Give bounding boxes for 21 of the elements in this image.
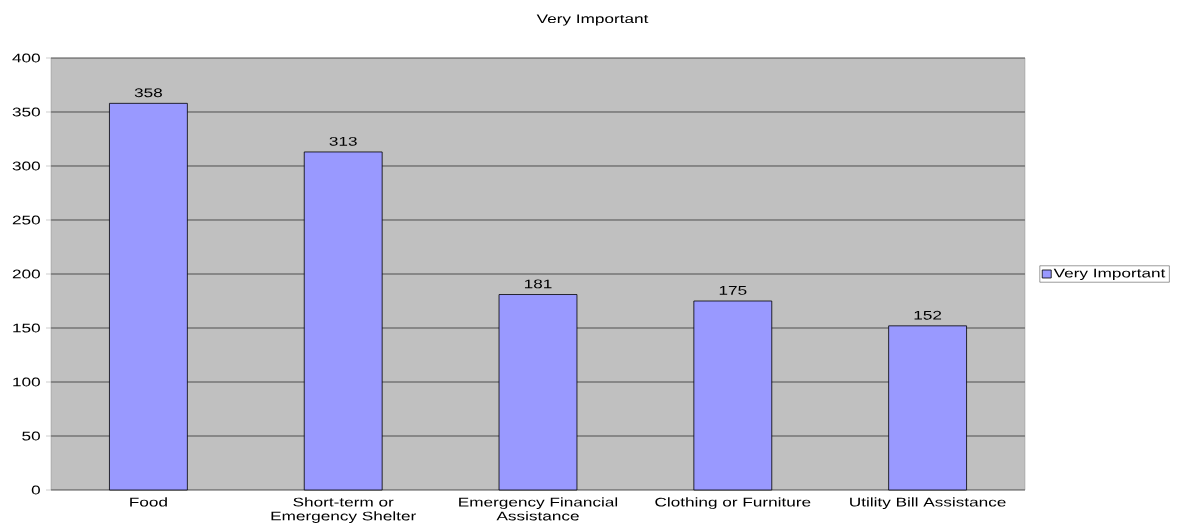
data-label: 175 bbox=[719, 286, 747, 295]
x-tick-label: Food bbox=[130, 497, 167, 507]
y-tick-label: 0 bbox=[31, 485, 40, 495]
x-tick-label: Clothing or Furniture bbox=[655, 497, 811, 509]
x-tick-label: Emergency Financial Assistance bbox=[459, 497, 618, 521]
data-label: 181 bbox=[524, 279, 552, 289]
y-tick-label: 100 bbox=[13, 377, 40, 387]
x-tick-label: Utility Bill Assistance bbox=[850, 497, 1006, 509]
chart-title: Very Important bbox=[536, 14, 649, 26]
x-tick-label: Short-term or Emergency Shelter bbox=[271, 497, 416, 523]
y-tick-label: 250 bbox=[12, 215, 40, 225]
y-tick-label: 200 bbox=[12, 269, 40, 279]
data-label: 152 bbox=[914, 310, 942, 320]
y-tick-label: 350 bbox=[12, 107, 40, 117]
y-tick-label: 50 bbox=[22, 431, 40, 441]
legend-label: Very Important bbox=[1053, 268, 1166, 280]
y-tick-label: 400 bbox=[12, 53, 40, 63]
y-tick-label: 150 bbox=[13, 323, 40, 333]
y-tick-label: 300 bbox=[12, 161, 40, 171]
data-label: 313 bbox=[329, 136, 357, 146]
data-label: 358 bbox=[134, 88, 162, 98]
